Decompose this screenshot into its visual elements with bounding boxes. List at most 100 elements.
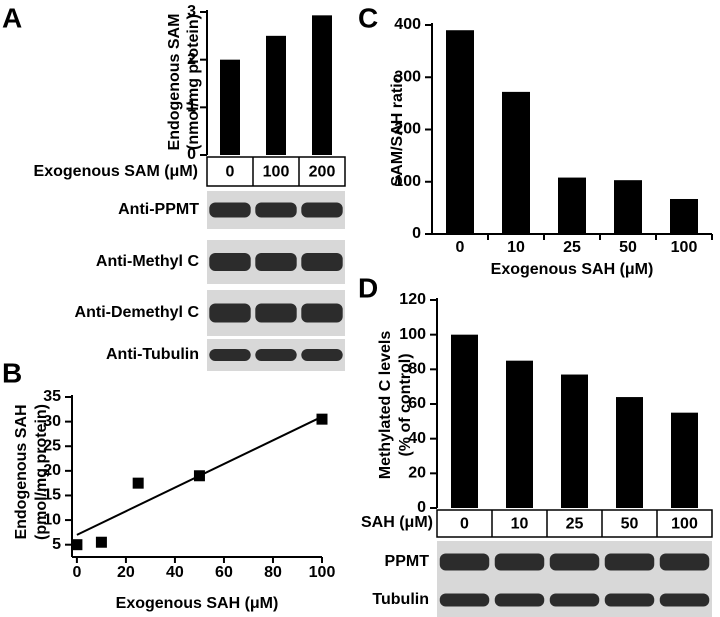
category-label: 25 xyxy=(563,239,581,256)
blot-band xyxy=(301,303,343,323)
bar xyxy=(671,412,698,508)
bar xyxy=(502,91,530,234)
y-tick-label: 60 xyxy=(408,395,426,412)
y-tick-label: 2 xyxy=(187,51,196,68)
y-tick-label: 200 xyxy=(394,121,421,138)
bar xyxy=(614,180,642,234)
x-axis-label: Exogenous SAM (μM) xyxy=(34,163,198,180)
y-tick-label: 5 xyxy=(52,536,61,553)
blot-band xyxy=(301,253,343,271)
y-tick-label: 10 xyxy=(43,511,61,528)
blot-band xyxy=(439,553,490,571)
bar xyxy=(220,59,240,155)
y-tick-label: 0 xyxy=(412,225,421,242)
x-tick-label: 80 xyxy=(264,564,282,581)
category-row xyxy=(436,509,713,538)
blot-band xyxy=(439,593,490,607)
blot-band xyxy=(209,202,251,218)
x-tick-label: 0 xyxy=(72,564,81,581)
blot-label: Anti-Tubulin xyxy=(106,346,199,363)
x-tick-label: 40 xyxy=(166,564,184,581)
point xyxy=(316,413,328,425)
x-axis-label: Exogenous SAH (μM) xyxy=(116,595,279,612)
bar xyxy=(561,374,588,508)
y-tick-label: 20 xyxy=(43,462,61,479)
y-axis-label: Endogenous SAH xyxy=(13,404,30,539)
y-tick-label: 30 xyxy=(43,413,61,430)
y-tick-label: 3 xyxy=(187,3,196,20)
y-tick-label: 20 xyxy=(408,465,426,482)
y-tick-label: 120 xyxy=(399,291,426,308)
category-label: 100 xyxy=(671,516,698,533)
blot-label: PPMT xyxy=(385,553,430,570)
category-row xyxy=(206,156,346,187)
bar xyxy=(616,397,643,508)
blot-band xyxy=(494,553,545,571)
blot-band xyxy=(255,349,297,361)
point xyxy=(71,539,83,551)
blot-band xyxy=(549,593,600,607)
blot-band xyxy=(659,553,710,571)
x-tick-label: 60 xyxy=(215,564,233,581)
point xyxy=(193,470,205,482)
category-label: 0 xyxy=(460,516,469,533)
x-axis-label: SAH (μM) xyxy=(361,514,433,531)
y-tick-label: 25 xyxy=(43,437,61,454)
panel-letter: D xyxy=(358,272,378,303)
category-label: 25 xyxy=(566,516,584,533)
category-label: 50 xyxy=(619,239,637,256)
bar xyxy=(266,35,286,156)
panel-letter: A xyxy=(2,2,22,33)
category-label: 10 xyxy=(507,239,525,256)
y-tick-label: 1 xyxy=(187,99,196,116)
y-axis-label: Methylated C levels xyxy=(377,331,394,480)
blot-label: Anti-Methyl C xyxy=(96,253,200,270)
y-tick-label: 400 xyxy=(394,16,421,33)
blot-band xyxy=(604,593,655,607)
y-tick-label: 35 xyxy=(43,388,61,405)
y-tick-label: 100 xyxy=(399,326,426,343)
point xyxy=(132,477,144,489)
y-axis-label: (% of control) xyxy=(397,353,414,456)
y-tick-label: 80 xyxy=(408,361,426,378)
y-tick-label: 100 xyxy=(394,173,421,190)
blot-band xyxy=(604,553,655,571)
blot-band xyxy=(255,202,297,218)
y-tick-label: 40 xyxy=(408,430,426,447)
bar xyxy=(558,177,586,234)
blot-band xyxy=(301,202,343,218)
blot-band xyxy=(494,593,545,607)
bar xyxy=(446,30,474,234)
category-label: 100 xyxy=(263,164,290,181)
panel-letter: C xyxy=(358,2,378,33)
y-axis-label: (pmol/mg protein) xyxy=(33,404,50,540)
category-label: 10 xyxy=(511,516,529,533)
point xyxy=(95,536,107,548)
blot-band xyxy=(209,253,251,271)
category-label: 0 xyxy=(456,239,465,256)
y-tick-label: 0 xyxy=(417,499,426,516)
blot-band xyxy=(209,303,251,323)
y-axis-label: SAM/SAH ratio xyxy=(389,73,406,186)
y-axis-label: Endogenous SAM xyxy=(166,14,183,151)
blot-band xyxy=(209,349,251,361)
blot-band xyxy=(659,593,710,607)
blot-label: Anti-PPMT xyxy=(118,201,199,218)
blot-band xyxy=(255,253,297,271)
x-tick-label: 100 xyxy=(309,564,336,581)
y-tick-label: 0 xyxy=(187,146,196,163)
bar xyxy=(451,334,478,508)
blot-label: Anti-Demethyl C xyxy=(75,304,200,321)
blot-band xyxy=(255,303,297,323)
y-tick-label: 300 xyxy=(394,68,421,85)
bar xyxy=(670,198,698,234)
blot-band xyxy=(549,553,600,571)
x-tick-label: 20 xyxy=(117,564,135,581)
category-label: 200 xyxy=(309,164,336,181)
category-label: 50 xyxy=(621,516,639,533)
y-tick-label: 15 xyxy=(43,487,61,504)
bar xyxy=(506,360,533,508)
category-label: 100 xyxy=(671,239,698,256)
